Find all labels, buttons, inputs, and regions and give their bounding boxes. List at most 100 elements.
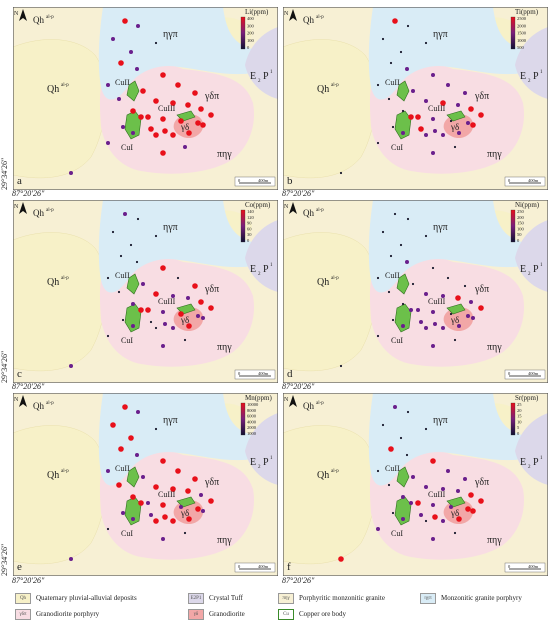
sample-point	[141, 475, 145, 479]
legend-swatch: E2P1	[188, 592, 204, 604]
sample-point	[468, 106, 474, 112]
label-gamma-delta: γδ	[450, 508, 459, 518]
sample-point	[415, 114, 421, 120]
sample-point	[431, 266, 435, 270]
sample-point	[399, 50, 403, 54]
sample-point	[416, 308, 420, 312]
sample-point	[153, 132, 159, 138]
label-qh-top-sup: al-p	[46, 15, 54, 20]
sample-point	[119, 254, 123, 258]
panel-letter: f	[287, 561, 291, 573]
sample-point	[401, 131, 405, 135]
legend-item-monzonitic-porphyry: ηγπ Monzonitic granite porphyry	[420, 591, 522, 605]
colorbar-tick: 0	[517, 431, 520, 436]
sample-point	[185, 488, 191, 494]
sample-point	[135, 453, 139, 457]
sample-point	[453, 145, 457, 149]
colorbar-tick: 0	[247, 238, 250, 243]
label-cu1: CuI	[121, 143, 133, 152]
label-qh-top-sup: al-p	[46, 401, 54, 406]
map-panel-f: ηγπ Qh al-p Qh al-p γδπ πηγ E 2 P 1 γδ CuII CuI CuIII N…	[283, 393, 548, 576]
colorbar-tick: 300	[247, 23, 255, 28]
legend-label: Crystal Tuff	[209, 594, 243, 602]
map-panel-c: ηγπ Qh al-p Qh al-p γδπ πηγ E 2 P 1 γδ CuII CuI CuIII N…	[13, 200, 278, 383]
colorbar-title: Co(ppm)	[245, 201, 271, 209]
sample-point	[136, 410, 140, 414]
legend-swatch: πηγ	[278, 592, 294, 604]
sample-point	[376, 527, 380, 531]
sample-point	[453, 531, 457, 535]
scale-label-400m: 400m	[258, 564, 269, 569]
panel-frame	[283, 393, 548, 576]
sample-point	[198, 106, 204, 112]
colorbar-tick: 200	[247, 31, 255, 36]
sample-point	[171, 326, 175, 330]
sample-point	[424, 292, 428, 296]
sample-point	[163, 322, 167, 326]
sample-point	[401, 302, 405, 306]
scale-label-0: 0	[508, 178, 511, 183]
sample-point	[465, 506, 471, 512]
colorbar-tick: 6000	[247, 414, 257, 419]
north-label: N	[284, 397, 289, 403]
north-arrow-icon	[289, 9, 297, 21]
sample-point	[121, 511, 125, 515]
sample-point	[441, 326, 445, 330]
colorbar-title: Ti(ppm)	[515, 8, 539, 16]
sample-point	[160, 502, 166, 508]
colorbar	[510, 402, 516, 436]
label-eta-gamma-pi: ηγπ	[433, 415, 448, 426]
sample-point	[406, 24, 410, 28]
sample-point	[160, 458, 166, 464]
sample-point	[431, 344, 435, 348]
sample-point	[161, 310, 165, 314]
sample-point	[145, 114, 151, 120]
sample-point	[140, 88, 146, 94]
sample-point	[456, 516, 462, 522]
label-qh-sup: al-p	[331, 469, 339, 474]
sample-point	[446, 469, 450, 473]
sample-point	[478, 112, 484, 118]
sample-point	[418, 126, 424, 132]
legend-swatch: Qh	[15, 592, 31, 604]
sample-point	[411, 89, 415, 93]
sample-point	[391, 318, 395, 322]
sample-point	[161, 537, 165, 541]
sample-point	[376, 469, 380, 473]
label-gamma-delta-pi: γδπ	[474, 284, 489, 295]
scale-box	[504, 176, 546, 187]
sample-point	[153, 98, 159, 104]
sample-point	[160, 72, 166, 78]
sample-point	[128, 435, 134, 441]
sample-point	[138, 114, 144, 120]
legend-swatch: ηγπ	[420, 592, 436, 604]
sample-point	[401, 517, 405, 521]
sample-point	[149, 513, 153, 517]
sample-point	[183, 531, 187, 535]
sample-point	[154, 326, 158, 330]
sample-point	[118, 60, 124, 66]
label-pi-eta-gamma: πηγ	[217, 342, 232, 353]
sample-point	[411, 475, 415, 479]
sample-point	[381, 37, 385, 41]
colorbar	[240, 16, 246, 50]
colorbar-tick: 25	[517, 402, 522, 407]
sample-point	[393, 405, 397, 409]
colorbar-tick: 100	[247, 38, 255, 43]
sample-point	[441, 133, 445, 137]
sample-point	[376, 276, 380, 280]
label-gamma-delta: γδ	[450, 315, 459, 325]
scale-box	[504, 562, 546, 573]
unit-crystal-tuff	[515, 413, 548, 485]
label-e2p-sup: 1	[540, 456, 543, 461]
sample-point	[192, 90, 198, 96]
sample-point	[455, 295, 461, 301]
sample-point	[389, 254, 393, 258]
sample-point	[121, 125, 125, 129]
colorbar-tick: 5	[517, 425, 520, 430]
scale-box	[234, 369, 276, 380]
label-e2p: E	[520, 264, 526, 275]
sample-point	[424, 519, 428, 523]
label-pi-eta-gamma: πηγ	[217, 535, 232, 546]
